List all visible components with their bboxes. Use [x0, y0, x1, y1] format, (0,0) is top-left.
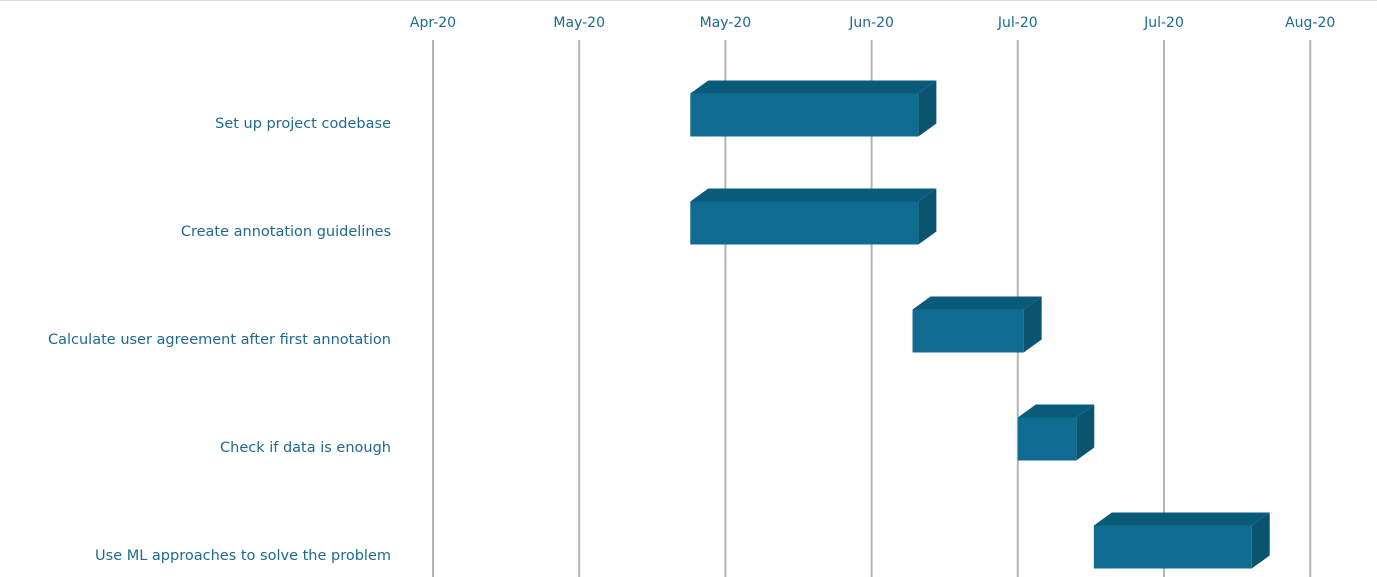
task-bar — [690, 80, 937, 137]
x-tick-label: Apr-20 — [410, 15, 456, 31]
task-bars — [690, 80, 1270, 569]
bar-front-face — [1017, 417, 1077, 461]
bar-side-face — [1023, 296, 1042, 353]
task-label: Set up project codebase — [215, 116, 391, 132]
bar-front-face — [912, 309, 1024, 353]
bar-side-face — [918, 188, 937, 245]
bar-side-face — [1251, 512, 1270, 569]
x-tick-label: Jul-20 — [997, 15, 1038, 31]
bar-front-face — [690, 201, 919, 245]
bar-top-face — [690, 188, 937, 202]
bar-side-face — [918, 80, 937, 137]
bar-front-face — [1093, 525, 1252, 569]
x-tick-label: Jul-20 — [1143, 15, 1184, 31]
bar-top-face — [1017, 404, 1095, 418]
bar-side-face — [1076, 404, 1095, 461]
task-label: Create annotation guidelines — [181, 224, 391, 240]
x-tick-label: Aug-20 — [1285, 15, 1335, 31]
task-labels: Set up project codebase Create annotation… — [48, 116, 391, 564]
task-label: Check if data is enough — [220, 440, 391, 456]
task-label: Calculate user agreement after first ann… — [48, 332, 391, 348]
task-bar — [690, 188, 937, 245]
bar-top-face — [912, 296, 1042, 310]
x-tick-label: May-20 — [553, 15, 605, 31]
x-tick-label: May-20 — [700, 15, 752, 31]
x-axis-ticks: Apr-20 May-20 May-20 Jun-20 Jul-20 Jul-20 Aug-… — [410, 15, 1335, 31]
task-label: Use ML approaches to solve the problem — [95, 548, 391, 564]
task-bar — [912, 296, 1042, 353]
bar-top-face — [1093, 512, 1270, 526]
task-bar — [1093, 512, 1270, 569]
top-border — [0, 0, 1377, 1]
bar-top-face — [690, 80, 937, 94]
x-tick-label: Jun-20 — [848, 15, 894, 31]
task-bar — [1017, 404, 1095, 461]
bar-front-face — [690, 93, 919, 137]
